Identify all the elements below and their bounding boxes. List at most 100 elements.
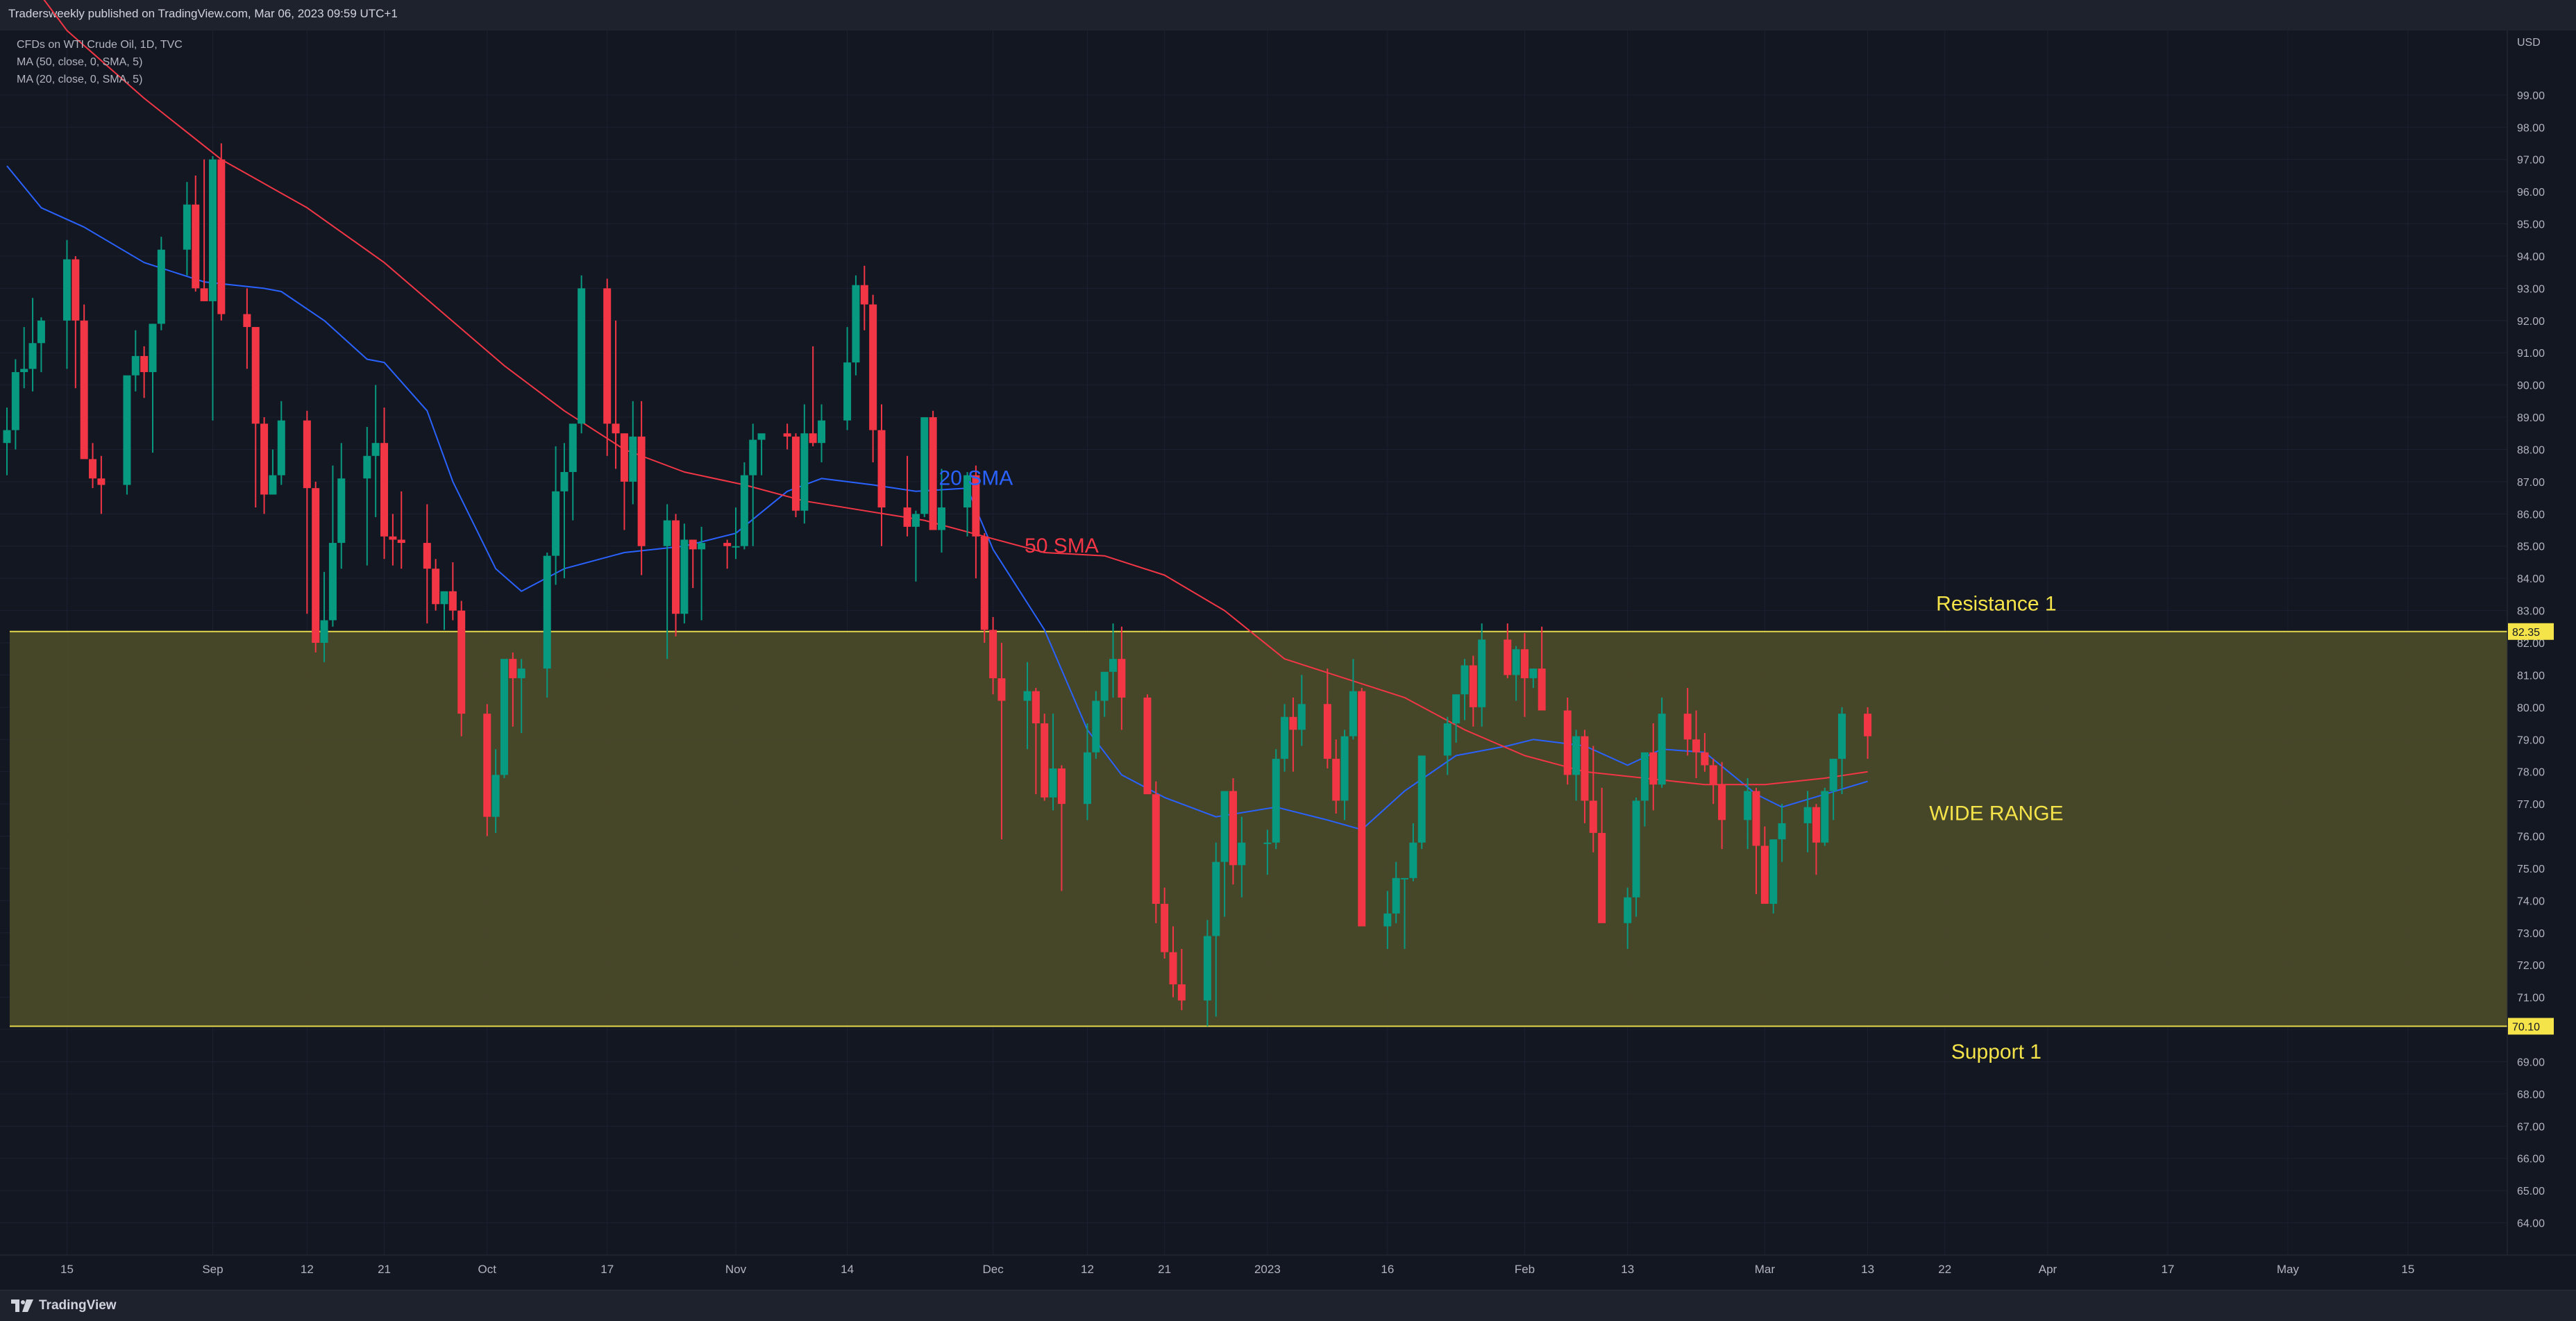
- candle[interactable]: [312, 481, 320, 653]
- candle[interactable]: [1212, 842, 1220, 1017]
- candle[interactable]: [1803, 791, 1812, 852]
- legend-ma20[interactable]: MA (20, close, 0, SMA, 5): [17, 74, 143, 85]
- candle[interactable]: [483, 704, 491, 836]
- candle[interactable]: [491, 749, 500, 833]
- candle[interactable]: [869, 294, 877, 463]
- candle[interactable]: [1238, 816, 1246, 898]
- annotation-label[interactable]: 20 SMA: [939, 467, 1013, 490]
- candle[interactable]: [1460, 659, 1469, 721]
- candle[interactable]: [569, 423, 577, 521]
- candle[interactable]: [37, 317, 45, 373]
- candle[interactable]: [620, 433, 628, 530]
- candle[interactable]: [1589, 746, 1597, 852]
- candle[interactable]: [1143, 694, 1152, 795]
- candle[interactable]: [62, 239, 71, 369]
- candle[interactable]: [757, 433, 766, 476]
- candle[interactable]: [732, 507, 740, 559]
- candle[interactable]: [723, 539, 732, 569]
- price-axis[interactable]: USD64.0065.0066.0067.0068.0069.0070.0071…: [2507, 31, 2554, 1255]
- candle[interactable]: [1289, 697, 1297, 772]
- candle[interactable]: [1083, 723, 1091, 821]
- candle[interactable]: [1478, 623, 1486, 727]
- candle[interactable]: [1032, 687, 1040, 795]
- candle[interactable]: [457, 600, 466, 737]
- candle[interactable]: [328, 465, 337, 627]
- candle[interactable]: [663, 504, 671, 659]
- candle[interactable]: [1452, 694, 1460, 743]
- candle[interactable]: [997, 643, 1006, 840]
- candle[interactable]: [517, 659, 525, 733]
- candle[interactable]: [749, 423, 757, 546]
- candle[interactable]: [1658, 697, 1666, 788]
- candle[interactable]: [389, 514, 397, 566]
- candle[interactable]: [1177, 949, 1186, 1011]
- candle[interactable]: [157, 237, 165, 330]
- candle[interactable]: [852, 275, 860, 376]
- candle[interactable]: [1624, 887, 1632, 949]
- candle[interactable]: [380, 407, 389, 559]
- candle[interactable]: [1161, 887, 1169, 959]
- candle[interactable]: [1769, 839, 1778, 914]
- candle[interactable]: [972, 465, 980, 579]
- candle[interactable]: [1581, 730, 1589, 823]
- candle[interactable]: [71, 255, 80, 389]
- candle[interactable]: [397, 491, 405, 569]
- candle[interactable]: [269, 449, 277, 495]
- candle[interactable]: [680, 523, 689, 624]
- candle[interactable]: [578, 275, 586, 434]
- candle[interactable]: [1152, 781, 1160, 923]
- candle[interactable]: [1409, 823, 1417, 882]
- candle[interactable]: [637, 401, 646, 575]
- candle[interactable]: [1220, 791, 1229, 917]
- candle[interactable]: [877, 404, 886, 546]
- candle[interactable]: [1340, 730, 1349, 821]
- candle[interactable]: [1504, 623, 1512, 679]
- candle[interactable]: [1349, 659, 1357, 740]
- candle[interactable]: [800, 404, 809, 524]
- annotation-label[interactable]: 50 SMA: [1025, 535, 1099, 557]
- candle[interactable]: [363, 426, 371, 566]
- candle[interactable]: [1760, 826, 1769, 904]
- candle[interactable]: [1109, 623, 1118, 698]
- candle[interactable]: [371, 385, 380, 517]
- candle[interactable]: [1023, 662, 1032, 750]
- candle[interactable]: [1358, 687, 1366, 927]
- candle[interactable]: [1272, 749, 1280, 850]
- candle[interactable]: [543, 553, 551, 698]
- candle[interactable]: [1297, 675, 1306, 746]
- candle[interactable]: [1512, 646, 1520, 701]
- candle[interactable]: [3, 407, 11, 476]
- candle[interactable]: [11, 359, 19, 450]
- candle[interactable]: [1469, 655, 1477, 727]
- candle[interactable]: [740, 462, 748, 550]
- candle[interactable]: [560, 443, 569, 579]
- candle[interactable]: [818, 404, 826, 463]
- annotation-label[interactable]: WIDE RANGE: [1929, 802, 2063, 825]
- candle[interactable]: [1640, 752, 1649, 827]
- candle[interactable]: [448, 562, 457, 621]
- candle[interactable]: [1392, 861, 1400, 923]
- candle[interactable]: [1563, 697, 1572, 785]
- candle[interactable]: [1401, 877, 1409, 949]
- candle[interactable]: [20, 327, 28, 389]
- candle[interactable]: [1649, 723, 1658, 811]
- candle[interactable]: [28, 298, 37, 392]
- candle[interactable]: [131, 330, 140, 392]
- candle[interactable]: [903, 455, 911, 537]
- candle[interactable]: [980, 533, 988, 643]
- candle[interactable]: [1417, 755, 1426, 850]
- candle[interactable]: [689, 539, 697, 589]
- candle[interactable]: [432, 559, 440, 611]
- candle[interactable]: [1041, 714, 1049, 801]
- candle[interactable]: [337, 443, 346, 569]
- candle[interactable]: [149, 323, 157, 453]
- candle[interactable]: [97, 455, 106, 514]
- candle[interactable]: [260, 417, 269, 514]
- candle[interactable]: [1323, 668, 1331, 769]
- candle[interactable]: [937, 469, 945, 553]
- candle[interactable]: [1332, 739, 1340, 814]
- candle[interactable]: [1632, 797, 1640, 917]
- candle[interactable]: [1821, 787, 1829, 846]
- candle[interactable]: [843, 327, 852, 430]
- candle[interactable]: [1701, 732, 1709, 772]
